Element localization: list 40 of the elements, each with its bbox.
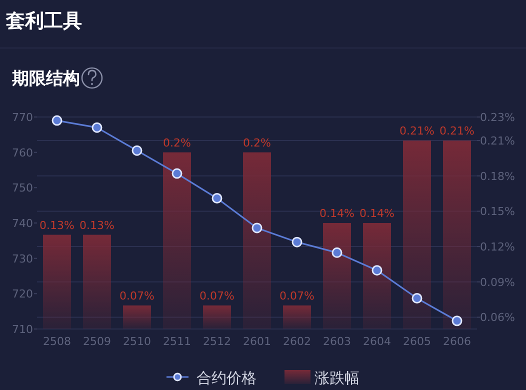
x-tick-label: 2605 xyxy=(403,335,431,348)
data-label: 0.2% xyxy=(243,136,271,150)
data-label: 0.21% xyxy=(440,124,474,138)
data-label: 0.07% xyxy=(120,289,154,302)
legend-label: 涨跌幅 xyxy=(314,369,360,387)
legend-label: 合约价格 xyxy=(196,369,256,387)
data-label: 0.07% xyxy=(280,289,314,302)
x-tick-label: 2606 xyxy=(443,335,471,348)
y-tick-label: 720 xyxy=(12,288,33,301)
data-label: 0.14% xyxy=(360,207,394,220)
x-tick-label: 2604 xyxy=(363,335,391,348)
data-label: 0.2% xyxy=(163,136,191,150)
data-label: 0.13% xyxy=(80,218,114,232)
y2-tick-label: 0.09% xyxy=(480,276,515,289)
data-label: 0.07% xyxy=(200,289,234,302)
data-label: 0.14% xyxy=(320,207,354,220)
y2-tick-label: 0.12% xyxy=(480,240,515,254)
x-tick-label: 2509 xyxy=(83,335,111,348)
y-tick-label: 710 xyxy=(12,323,33,336)
x-tick-label: 2602 xyxy=(283,335,311,348)
y-tick-label: 770 xyxy=(12,111,33,124)
y-tick-label: 740 xyxy=(12,217,33,230)
y2-tick-label: 0.21% xyxy=(480,134,515,148)
x-tick-label: 2512 xyxy=(203,335,231,348)
data-label: 0.13% xyxy=(40,218,74,232)
y2-tick-label: 0.06% xyxy=(480,311,515,324)
x-tick-label: 2508 xyxy=(43,335,71,348)
x-tick-label: 2601 xyxy=(243,335,271,348)
data-label: 0.21% xyxy=(400,124,434,138)
y2-tick-label: 0.15% xyxy=(480,205,515,218)
x-tick-label: 2510 xyxy=(123,335,151,348)
x-tick-label: 2511 xyxy=(163,335,191,348)
x-tick-label: 2603 xyxy=(323,335,351,348)
y2-tick-label: 0.23% xyxy=(480,111,515,124)
y-tick-label: 750 xyxy=(12,182,33,195)
y-tick-label: 730 xyxy=(12,252,33,266)
y2-tick-label: 0.18% xyxy=(480,170,515,183)
y-tick-label: 760 xyxy=(12,146,33,160)
chart-title: 套利工具 xyxy=(5,10,82,32)
chart-subtitle: 期限结构 xyxy=(11,69,80,89)
